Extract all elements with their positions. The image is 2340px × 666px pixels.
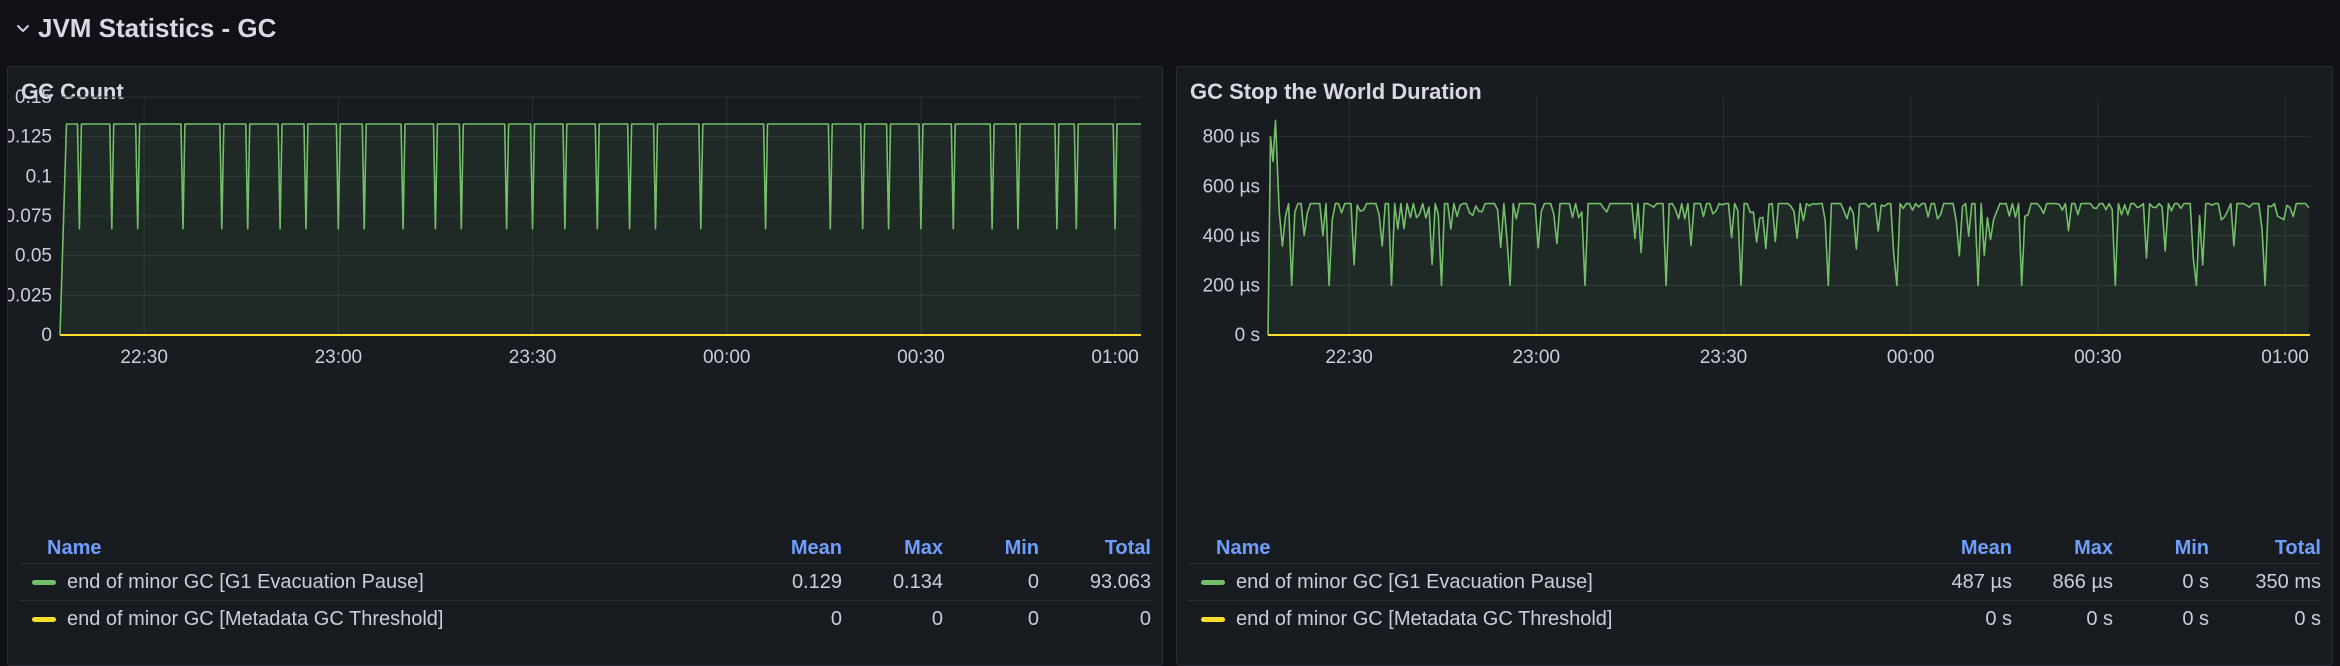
series-area-g1-evacuation — [60, 124, 1141, 335]
legend-name-cell: end of minor GC [Metadata GC Threshold] — [19, 608, 742, 631]
legend-mean-value: 0 s — [1985, 607, 2012, 630]
legend-mean-value: 0 — [830, 607, 842, 630]
legend-header-min[interactable]: Min — [2174, 536, 2209, 559]
y-tick-label: 0.075 — [8, 206, 52, 227]
legend-header-mean[interactable]: Mean — [1960, 536, 2012, 559]
series-swatch — [1201, 616, 1225, 622]
legend-max-value: 0 — [931, 607, 943, 630]
legend-name-cell: end of minor GC [G1 Evacuation Pause] — [1188, 571, 1912, 594]
series-swatch — [32, 616, 56, 622]
panel-title: GC Stop the World Duration — [1190, 79, 1482, 104]
y-tick-label: 600 µs — [1203, 176, 1260, 197]
y-tick-label: 800 µs — [1203, 127, 1260, 148]
legend-row[interactable]: end of minor GC [Metadata GC Threshold] … — [19, 600, 1151, 637]
legend-header-mean[interactable]: Mean — [790, 536, 842, 559]
panel-title: GC Count — [21, 79, 124, 104]
legend-header-row: Name Mean Max Min Total — [1188, 533, 2321, 563]
series-swatch — [1201, 579, 1225, 585]
legend-mean-value: 0.129 — [791, 570, 842, 593]
row-title: JVM Statistics - GC — [38, 12, 277, 43]
legend-series-name: end of minor GC [Metadata GC Threshold] — [1236, 607, 1613, 630]
y-tick-label: 200 µs — [1203, 275, 1260, 296]
legend-name-cell: end of minor GC [Metadata GC Threshold] — [1188, 608, 1912, 631]
x-tick-label: 22:30 — [120, 347, 168, 368]
legend-mean-value: 487 µs — [1951, 570, 2012, 593]
x-tick-label: 22:30 — [1325, 347, 1373, 368]
legend-table: Name Mean Max Min Total end of minor GC … — [19, 533, 1151, 637]
legend-name-cell: end of minor GC [G1 Evacuation Pause] — [19, 571, 742, 594]
panel-gc-stw-duration[interactable]: GC Stop the World Duration 0 s 200 µs 400 … — [1176, 66, 2333, 666]
series-swatch — [32, 579, 56, 585]
legend-total-value: 93.063 — [1089, 570, 1151, 593]
row-header-jvm-gc[interactable]: JVM Statistics - GC — [14, 8, 276, 48]
legend-row[interactable]: end of minor GC [G1 Evacuation Pause] 0.… — [19, 563, 1151, 600]
x-tick-label: 23:00 — [315, 347, 363, 368]
legend-header-total[interactable]: Total — [1104, 536, 1151, 559]
y-tick-label: 0.025 — [8, 285, 52, 306]
y-tick-label: 0.1 — [26, 166, 52, 187]
legend-total-value: 350 ms — [2255, 570, 2321, 593]
x-tick-label: 00:00 — [1887, 347, 1935, 368]
legend-max-value: 866 µs — [2052, 570, 2113, 593]
x-tick-label: 00:30 — [2074, 347, 2122, 368]
x-tick-label: 01:00 — [1091, 347, 1139, 368]
x-tick-label: 00:00 — [703, 347, 751, 368]
chevron-down-icon — [17, 25, 29, 32]
gc-stw-duration-chart[interactable]: 0 s 200 µs 400 µs 600 µs 800 µs 22:30 23:00 23:… — [1177, 67, 2333, 537]
x-tick-label: 23:00 — [1513, 347, 1561, 368]
legend-header-row: Name Mean Max Min Total — [19, 533, 1151, 563]
y-tick-label: 0 s — [1235, 325, 1260, 346]
y-tick-label: 0.05 — [15, 246, 52, 267]
x-tick-label: 01:00 — [2261, 347, 2309, 368]
legend-total-value: 0 s — [2294, 607, 2321, 630]
x-tick-label: 23:30 — [1700, 347, 1748, 368]
series-area-g1-evacuation — [1268, 120, 2309, 335]
legend-row[interactable]: end of minor GC [G1 Evacuation Pause] 48… — [1188, 563, 2321, 600]
legend-header-max[interactable]: Max — [2074, 536, 2113, 559]
x-tick-label: 00:30 — [897, 347, 945, 368]
y-tick-label: 0.125 — [8, 127, 52, 148]
legend-series-name: end of minor GC [G1 Evacuation Pause] — [1236, 570, 1593, 593]
legend-min-value: 0 s — [2182, 570, 2209, 593]
legend-min-value: 0 — [1027, 570, 1039, 593]
legend-min-value: 0 s — [2182, 607, 2209, 630]
legend-header-max[interactable]: Max — [904, 536, 943, 559]
y-tick-label: 0 — [41, 325, 52, 346]
y-tick-label: 400 µs — [1203, 226, 1260, 247]
legend-series-name: end of minor GC [Metadata GC Threshold] — [67, 607, 444, 630]
series-line-g1-evacuation — [59, 123, 1141, 336]
legend-min-value: 0 — [1027, 607, 1039, 630]
legend-total-value: 0 — [1139, 607, 1151, 630]
legend-header-min[interactable]: Min — [1004, 536, 1039, 559]
legend-max-value: 0.134 — [892, 570, 943, 593]
legend-header-name[interactable]: Name — [1216, 536, 1271, 559]
legend-header-total[interactable]: Total — [2274, 536, 2321, 559]
series-line-g1-evacuation — [1267, 119, 2310, 336]
legend-max-value: 0 s — [2086, 607, 2113, 630]
legend-header-name[interactable]: Name — [47, 536, 102, 559]
panel-gc-count[interactable]: GC Count 0 0.025 0.05 0.075 0.1 0.125 0.15 22:3… — [7, 66, 1163, 666]
legend-table: Name Mean Max Min Total end of minor GC … — [1188, 533, 2321, 637]
y-tick-label: 0.15 — [15, 87, 52, 108]
x-tick-label: 23:30 — [509, 347, 557, 368]
legend-row[interactable]: end of minor GC [Metadata GC Threshold] … — [1188, 600, 2321, 637]
gc-count-chart[interactable]: 0 0.025 0.05 0.075 0.1 0.125 0.15 22:30 23:00 23:… — [8, 67, 1163, 537]
legend-series-name: end of minor GC [G1 Evacuation Pause] — [67, 570, 424, 593]
